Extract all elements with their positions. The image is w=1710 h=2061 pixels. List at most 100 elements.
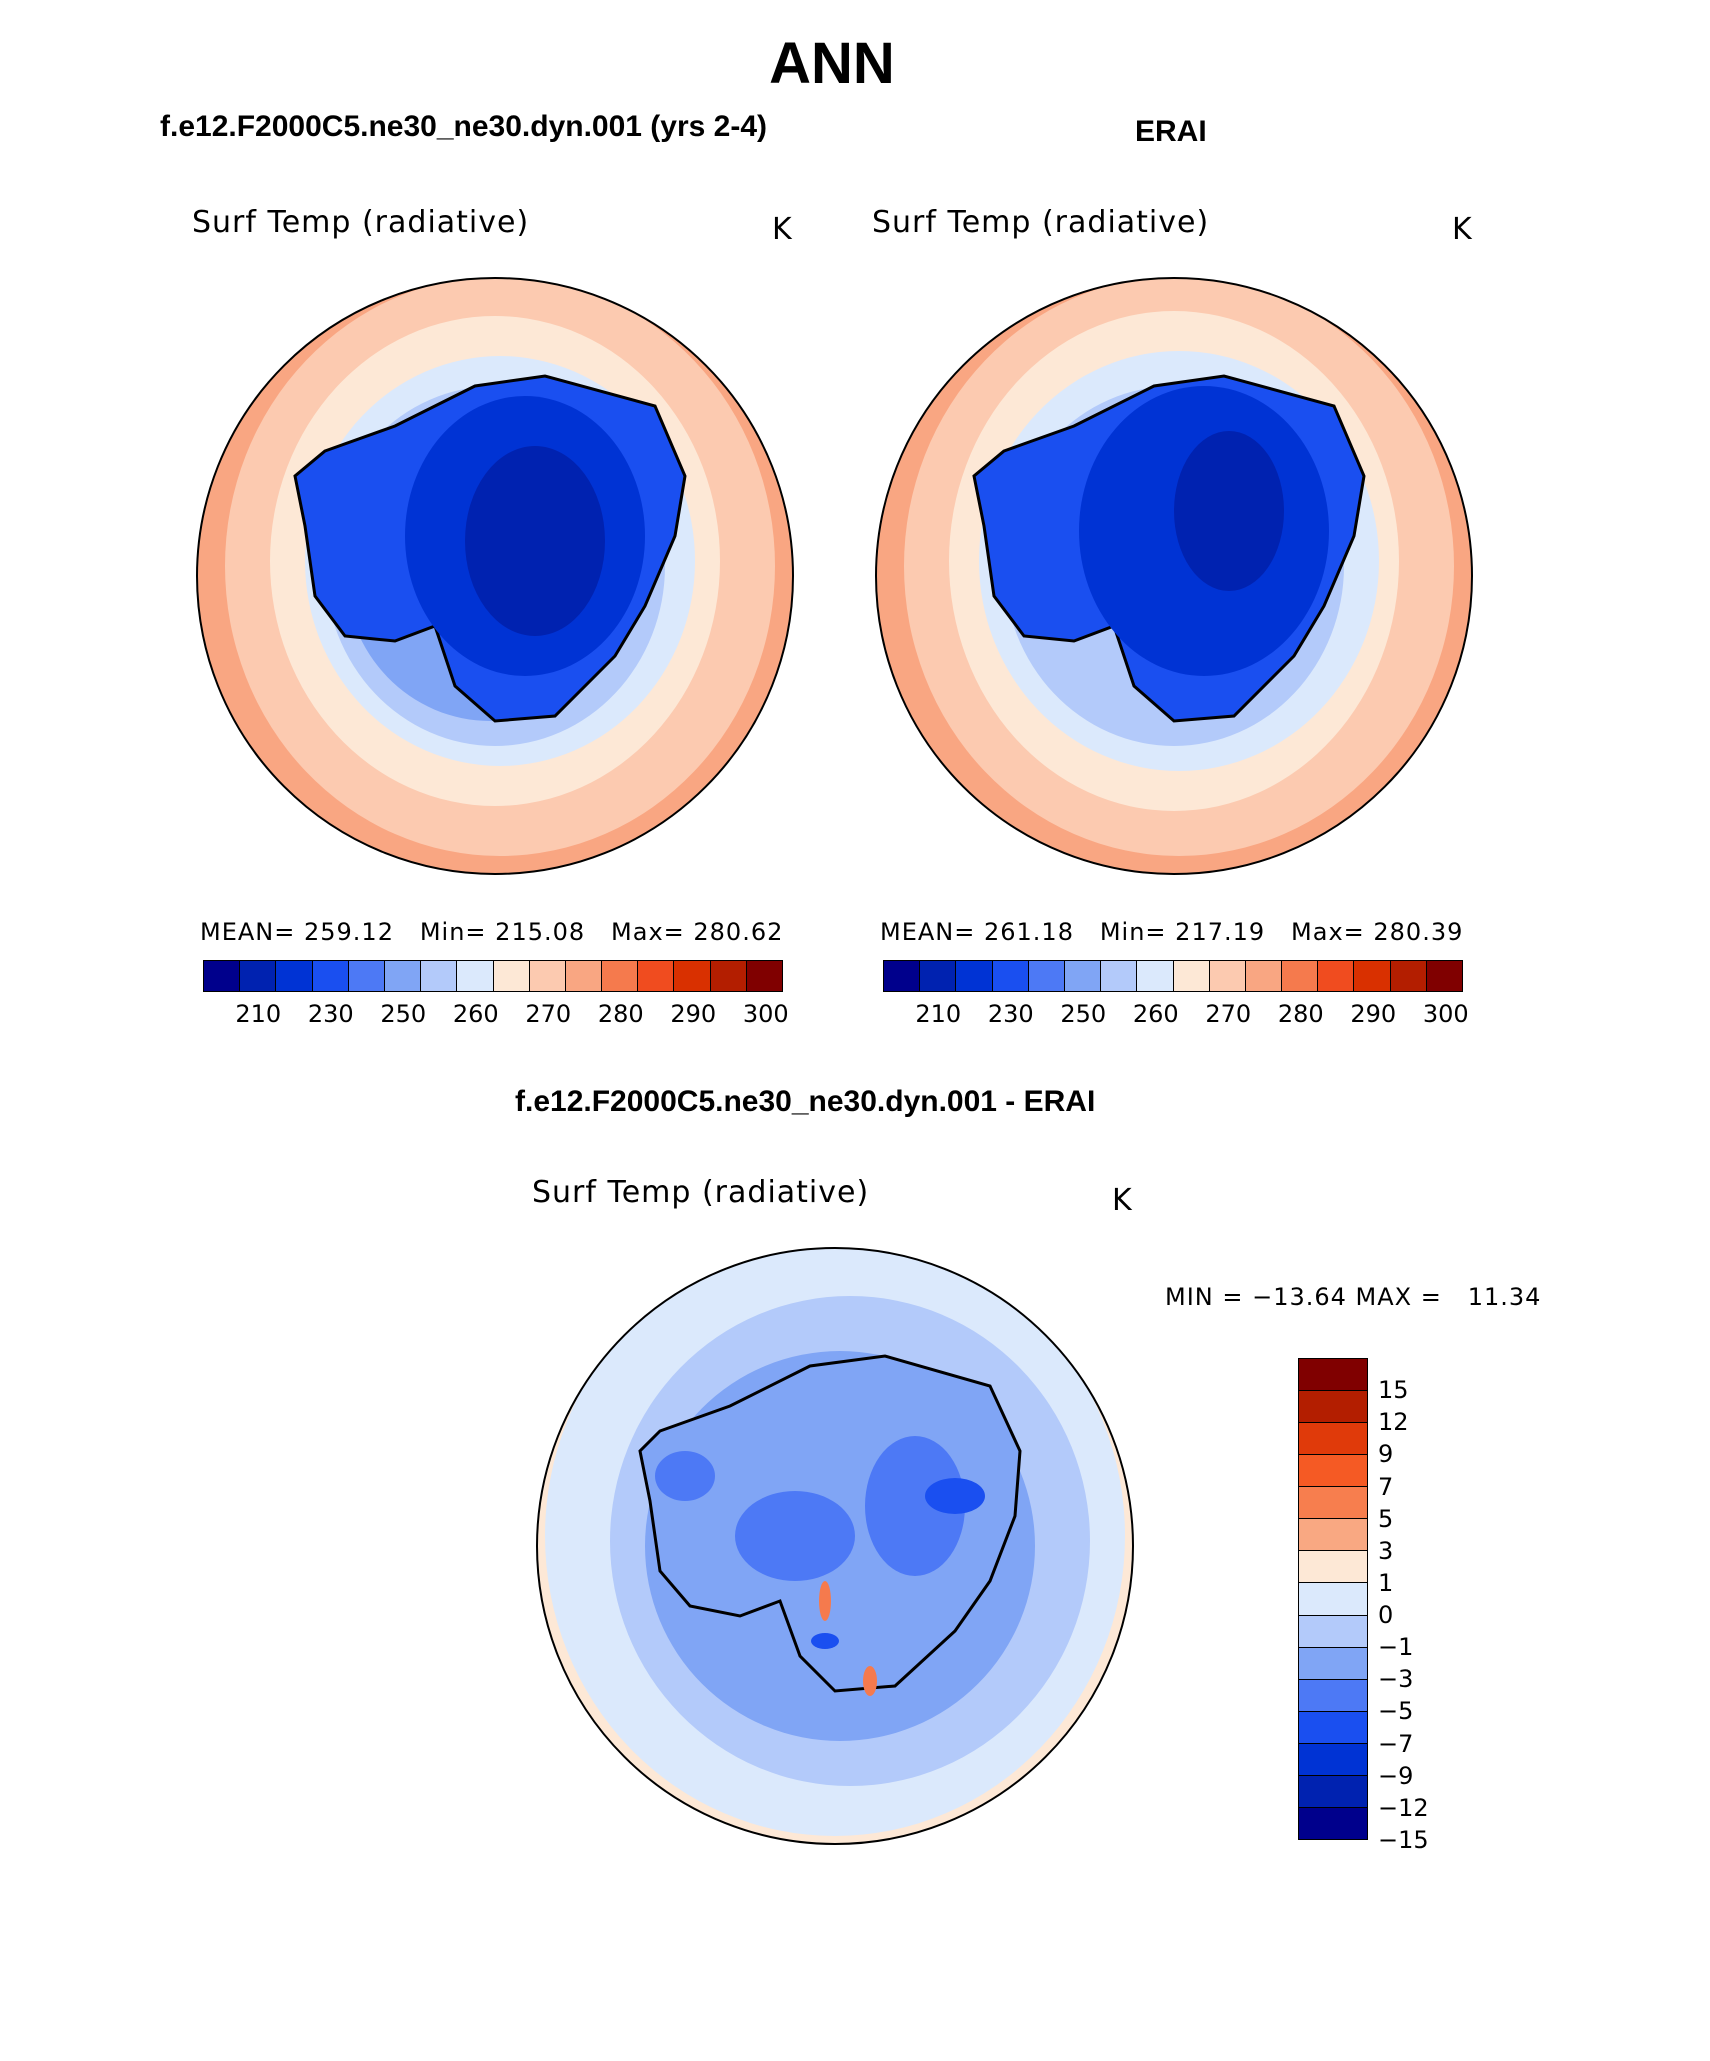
left-units: K	[772, 212, 792, 247]
colorbar-label: 12	[1378, 1408, 1409, 1437]
colorbar-cell	[1390, 961, 1427, 991]
left-colorbar	[203, 960, 783, 992]
diff-hot-1	[819, 1581, 831, 1621]
colorbar-label: 7	[1378, 1472, 1394, 1501]
colorbar-cell	[1299, 1487, 1367, 1520]
colorbar-cell	[956, 961, 993, 991]
colorbar-label: −3	[1378, 1665, 1414, 1694]
colorbar-label: 290	[670, 1000, 717, 1028]
colorbar-cell	[884, 961, 921, 991]
colorbar-cell	[1426, 961, 1462, 991]
diff-units: K	[1112, 1183, 1132, 1218]
map-border	[196, 277, 794, 875]
colorbar-label: 1	[1378, 1568, 1394, 1597]
colorbar-label: 230	[307, 1000, 354, 1028]
colorbar-cell	[565, 961, 603, 991]
colorbar-label: 15	[1378, 1376, 1409, 1405]
colorbar-cell	[348, 961, 385, 991]
colorbar-label: 270	[1205, 1000, 1252, 1028]
colorbar-label: 3	[1378, 1536, 1394, 1565]
left-stats: MEAN= 259.12 Min= 215.08 Max= 280.62	[200, 918, 784, 946]
colorbar-label: 300	[1422, 1000, 1469, 1028]
right-colorbar-labels: 210 230 250 260 270 280 290 300	[883, 1000, 1468, 1030]
left-antarctica-map	[196, 277, 794, 875]
right-var-title: Surf Temp (radiative)	[872, 205, 1210, 240]
main-title: ANN	[769, 31, 895, 96]
colorbar-cell	[1299, 1743, 1367, 1776]
land-contour-2	[465, 446, 605, 636]
colorbar-label: −7	[1378, 1729, 1414, 1758]
colorbar-label: 9	[1378, 1440, 1394, 1469]
left-colorbar-labels: 210 230 250 260 270 280 290 300	[203, 1000, 788, 1030]
colorbar-cell	[1101, 961, 1138, 991]
colorbar-label: 280	[597, 1000, 644, 1028]
colorbar-cell	[1299, 1455, 1367, 1488]
colorbar-label: −12	[1378, 1793, 1429, 1822]
colorbar-cell	[312, 961, 349, 991]
colorbar-label: −15	[1378, 1826, 1429, 1854]
right-antarctica-map	[875, 277, 1473, 875]
colorbar-cell	[1299, 1775, 1367, 1808]
colorbar-cell	[1299, 1551, 1367, 1584]
colorbar-cell	[746, 961, 782, 991]
colorbar-cell	[602, 961, 639, 991]
colorbar-cell	[1299, 1391, 1367, 1424]
colorbar-cell	[1354, 961, 1391, 991]
colorbar-cell	[710, 961, 747, 991]
diff-var-title: Surf Temp (radiative)	[532, 1175, 870, 1210]
colorbar-label: 280	[1277, 1000, 1324, 1028]
colorbar-cell	[992, 961, 1029, 991]
colorbar-cell	[1318, 961, 1355, 991]
colorbar-cell	[529, 961, 566, 991]
colorbar-label: 250	[1060, 1000, 1107, 1028]
diff-strong-1	[735, 1491, 855, 1581]
right-units: K	[1452, 212, 1472, 247]
colorbar-cell	[1299, 1615, 1367, 1648]
colorbar-cell	[1028, 961, 1065, 991]
map-border	[536, 1247, 1134, 1845]
colorbar-label: −1	[1378, 1633, 1414, 1662]
diff-deep-1	[925, 1478, 985, 1514]
colorbar-cell	[1282, 961, 1319, 991]
diff-colorbar	[1298, 1358, 1368, 1840]
diff-deep-2	[811, 1633, 839, 1649]
right-case-title: ERAI	[1135, 115, 1207, 148]
colorbar-cell	[1299, 1807, 1367, 1839]
colorbar-label: 260	[452, 1000, 499, 1028]
colorbar-label: 290	[1350, 1000, 1397, 1028]
colorbar-label: 210	[915, 1000, 962, 1028]
colorbar-cell	[457, 961, 494, 991]
colorbar-cell	[1299, 1519, 1367, 1552]
colorbar-cell	[1064, 961, 1102, 991]
colorbar-cell	[674, 961, 711, 991]
colorbar-cell	[1299, 1359, 1367, 1392]
left-var-title: Surf Temp (radiative)	[192, 205, 530, 240]
colorbar-label: 230	[987, 1000, 1034, 1028]
colorbar-cell	[1299, 1647, 1367, 1680]
diff-antarctica-map	[536, 1247, 1134, 1845]
right-stats: MEAN= 261.18 Min= 217.19 Max= 280.39	[880, 918, 1464, 946]
colorbar-label: 260	[1132, 1000, 1179, 1028]
diff-colorbar-labels: 15 12 9 7 5 3 1 0 −1 −3 −5 −7 −9 −12 −15	[1378, 1358, 1458, 1854]
diff-strong-3	[655, 1451, 715, 1501]
colorbar-cell	[1299, 1423, 1367, 1456]
colorbar-label: 0	[1378, 1601, 1394, 1630]
right-colorbar	[883, 960, 1463, 992]
colorbar-cell	[276, 961, 313, 991]
colorbar-cell	[204, 961, 241, 991]
colorbar-cell	[240, 961, 277, 991]
map-border	[875, 277, 1473, 875]
colorbar-cell	[638, 961, 675, 991]
left-case-title: f.e12.F2000C5.ne30_ne30.dyn.001 (yrs 2-4…	[160, 110, 768, 143]
diff-strong-2	[865, 1436, 965, 1576]
colorbar-label: 5	[1378, 1504, 1394, 1533]
colorbar-cell	[920, 961, 957, 991]
colorbar-label: 300	[742, 1000, 789, 1028]
land-contour-2	[1174, 431, 1284, 591]
colorbar-cell	[384, 961, 422, 991]
colorbar-cell	[1299, 1583, 1367, 1616]
colorbar-cell	[1173, 961, 1210, 991]
colorbar-label: 210	[235, 1000, 282, 1028]
colorbar-cell	[1299, 1711, 1367, 1744]
diff-minmax: MIN = −13.64 MAX = 11.34	[1165, 1283, 1542, 1311]
